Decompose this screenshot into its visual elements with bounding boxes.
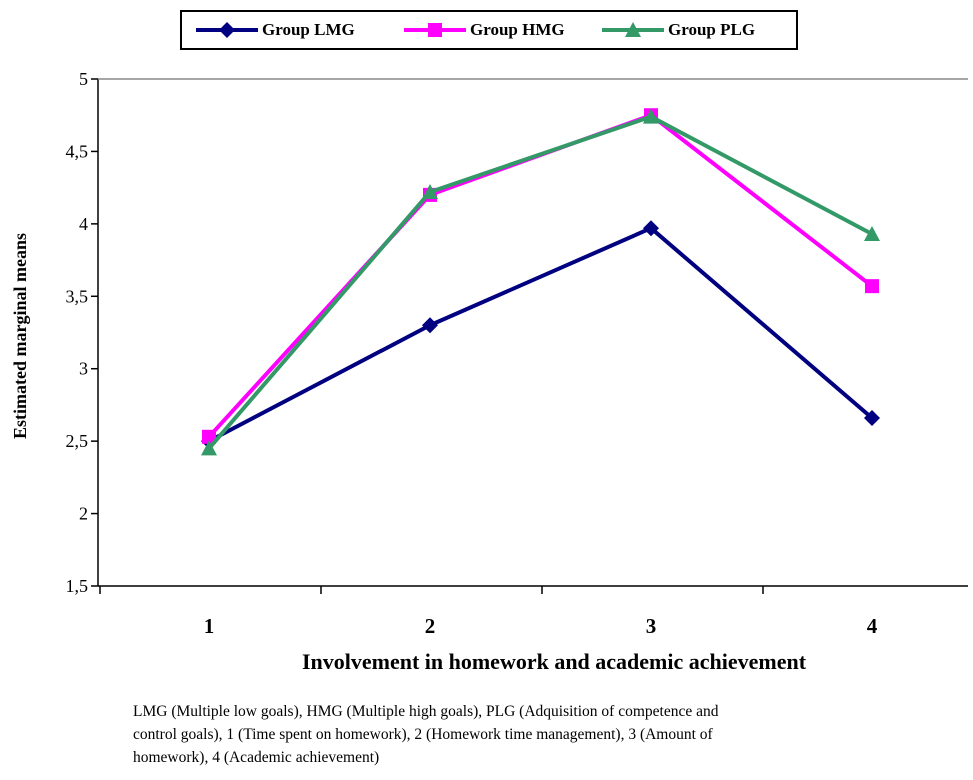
y-tick-label: 4 — [79, 214, 88, 234]
x-tick-label: 1 — [204, 614, 215, 638]
series-line — [208, 226, 874, 443]
x-tick-label: 4 — [867, 614, 878, 638]
data-point — [865, 279, 879, 294]
legend-label-plg: Group PLG — [668, 20, 756, 39]
legend-label-hmg: Group HMG — [470, 20, 565, 39]
legend-swatch-plg — [602, 22, 664, 37]
caption-line-2: control goals), 1 (Time spent on homewor… — [133, 726, 713, 743]
figure-caption: LMG (Multiple low goals), HMG (Multiple … — [133, 700, 953, 769]
data-point — [422, 183, 438, 199]
y-tick-label: 3,5 — [66, 286, 89, 306]
series-group — [201, 108, 880, 456]
y-tick-label: 5 — [79, 69, 88, 89]
y-tick-label: 4,5 — [66, 141, 89, 161]
caption-line-1: LMG (Multiple low goals), HMG (Multiple … — [133, 703, 719, 720]
y-tick-label: 1,5 — [66, 576, 89, 596]
data-point — [202, 429, 216, 444]
y-tick-label: 3 — [79, 359, 88, 379]
y-tick-label: 2 — [79, 504, 88, 524]
legend-label-lmg: Group LMG — [262, 20, 355, 39]
y-axis-title: Estimated marginal means — [10, 233, 30, 439]
data-point — [643, 108, 659, 124]
data-point — [201, 440, 217, 456]
legend-item-lmg: Group LMG — [194, 12, 355, 48]
series-line — [207, 114, 873, 450]
legend-item-hmg: Group HMG — [402, 12, 565, 48]
legend-swatch-hmg — [404, 23, 466, 37]
line-chart: 1,5 2 2,5 3 3,5 4 4,5 5 1 2 3 4 Estimated marginal… — [10, 69, 968, 674]
caption-line-3: homework), 4 (Academic achievement) — [133, 749, 380, 766]
x-axis-title: Involvement in homework and academic ach… — [302, 649, 807, 674]
data-point — [864, 225, 880, 241]
x-tick-label: 3 — [646, 614, 657, 638]
x-tick-label: 2 — [425, 614, 436, 638]
data-point — [422, 317, 438, 334]
x-axis-ticks: 1 2 3 4 — [99, 586, 878, 638]
data-point — [643, 220, 659, 237]
legend-item-plg: Group PLG — [600, 12, 755, 48]
y-tick-label: 2,5 — [66, 431, 89, 451]
y-axis-ticks: 1,5 2 2,5 3 3,5 4 4,5 5 — [66, 69, 98, 596]
legend-swatch-lmg — [196, 22, 258, 38]
data-point — [864, 409, 880, 426]
plot-frame — [97, 78, 968, 587]
series-group-plg — [201, 108, 880, 456]
legend: Group LMG Group HMG Group PLG — [180, 10, 798, 50]
